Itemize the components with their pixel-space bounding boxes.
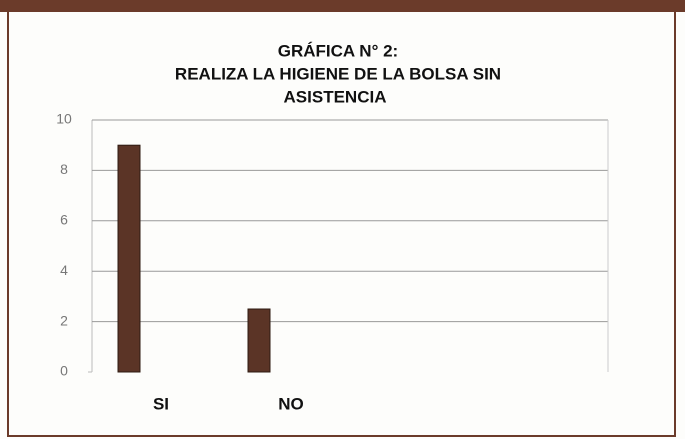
y-tick-label: 4 bbox=[60, 262, 68, 278]
title-line: GRÁFICA N° 2: bbox=[278, 41, 398, 60]
title-line: REALIZA LA HIGIENE DE LA BOLSA SIN bbox=[175, 64, 501, 83]
y-tick-label: 2 bbox=[60, 312, 68, 328]
y-tick-label: 10 bbox=[56, 111, 72, 127]
bar bbox=[117, 144, 141, 373]
y-tick-label: 8 bbox=[60, 161, 68, 177]
y-tick-label: 0 bbox=[60, 363, 68, 379]
frame-top bbox=[0, 0, 685, 12]
x-tick-label: NO bbox=[278, 394, 304, 413]
x-tick-label: SI bbox=[153, 394, 169, 413]
bar bbox=[247, 308, 271, 373]
frame bbox=[7, 7, 676, 437]
chart-title: GRÁFICA N° 2: REALIZA LA HIGIENE DE LA BO… bbox=[175, 41, 501, 106]
y-tick-label: 6 bbox=[60, 212, 68, 228]
title-line: ASISTENCIA bbox=[284, 87, 387, 106]
